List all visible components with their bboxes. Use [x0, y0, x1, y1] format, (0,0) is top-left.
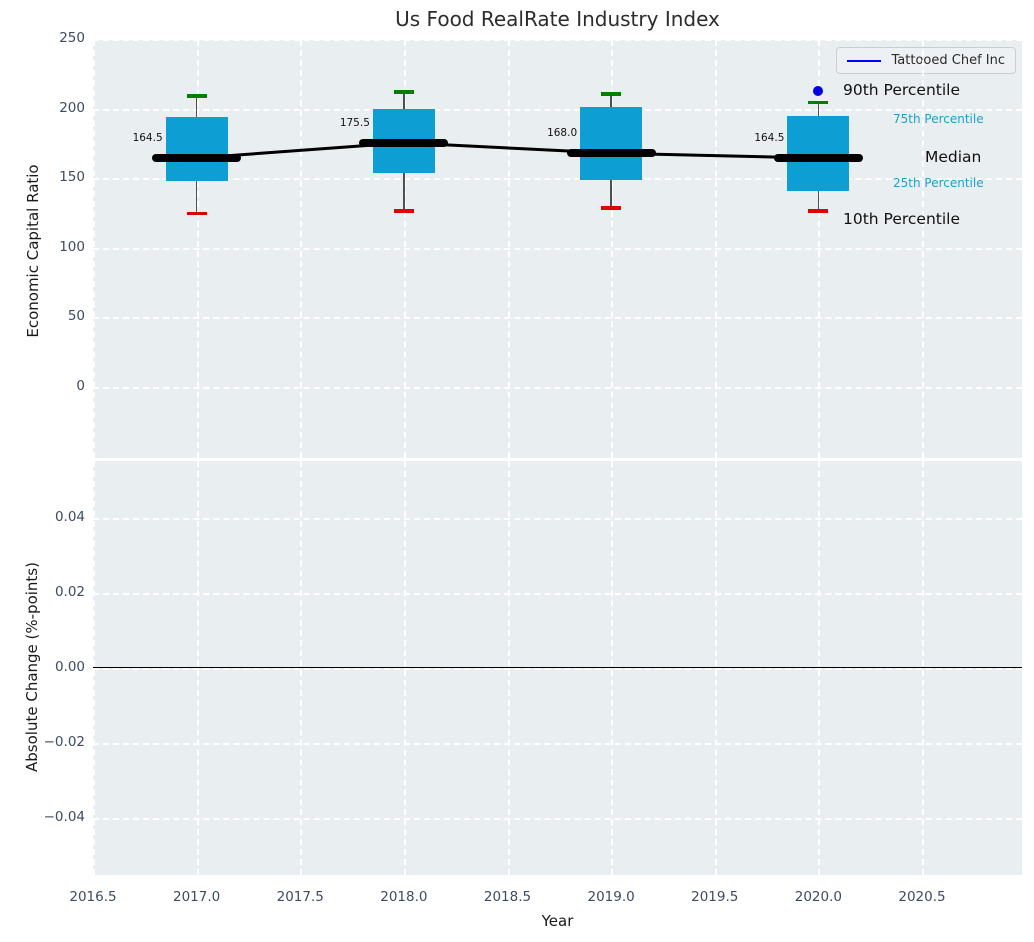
- median-bar: [567, 149, 656, 157]
- tick-label-y-top: 100: [25, 239, 85, 255]
- tick-label-y-bottom: −0.02: [25, 734, 85, 750]
- gridline: [93, 593, 1022, 595]
- series-line: [93, 40, 1022, 458]
- annotation-median: Median: [925, 148, 981, 166]
- tick-label-x: 2018.5: [473, 889, 543, 905]
- bottom-plot-area: [93, 461, 1022, 875]
- median-value-label: 175.5: [320, 117, 370, 129]
- median-bar: [359, 139, 448, 147]
- median-bar: [774, 154, 863, 162]
- tick-label-y-bottom: 0.00: [25, 659, 85, 675]
- tick-label-x: 2018.0: [369, 889, 439, 905]
- chart-title: Us Food RealRate Industry Index: [93, 7, 1022, 31]
- tick-label-x: 2017.5: [265, 889, 335, 905]
- annotation-p10: 10th Percentile: [843, 210, 960, 228]
- annotation-q25: 25th Percentile: [893, 176, 984, 190]
- company-point-marker: [813, 86, 823, 96]
- tick-label-x: 2020.0: [783, 889, 853, 905]
- median-value-label: 164.5: [734, 132, 784, 144]
- annotation-q75: 75th Percentile: [893, 112, 984, 126]
- gridline: [93, 668, 1022, 670]
- gridline: [93, 743, 1022, 745]
- median-value-label: 164.5: [113, 132, 163, 144]
- tick-label-x: 2017.0: [162, 889, 232, 905]
- annotation-p90: 90th Percentile: [843, 81, 960, 99]
- top-plot-area: Tattooed Chef Inc 164.5175.5168.0164.590…: [93, 40, 1022, 458]
- gridline: [93, 818, 1022, 820]
- median-value-label: 168.0: [527, 127, 577, 139]
- tick-label-y-bottom: 0.04: [25, 509, 85, 525]
- tick-label-y-top: 150: [25, 169, 85, 185]
- tick-label-y-top: 50: [25, 308, 85, 324]
- tick-label-x: 2020.5: [887, 889, 957, 905]
- tick-label-y-top: 200: [25, 100, 85, 116]
- x-axis-label: Year: [93, 912, 1022, 930]
- tick-label-x: 2019.0: [576, 889, 646, 905]
- tick-label-y-bottom: −0.04: [25, 809, 85, 825]
- tick-label-x: 2019.5: [680, 889, 750, 905]
- zero-line: [93, 667, 1022, 668]
- figure: Us Food RealRate Industry Index Economic…: [0, 0, 1034, 942]
- tick-label-y-top: 0: [25, 378, 85, 394]
- tick-label-x: 2016.5: [58, 889, 128, 905]
- tick-label-y-top: 250: [25, 30, 85, 46]
- tick-label-y-bottom: 0.02: [25, 584, 85, 600]
- gridline: [93, 518, 1022, 520]
- median-bar: [152, 154, 241, 162]
